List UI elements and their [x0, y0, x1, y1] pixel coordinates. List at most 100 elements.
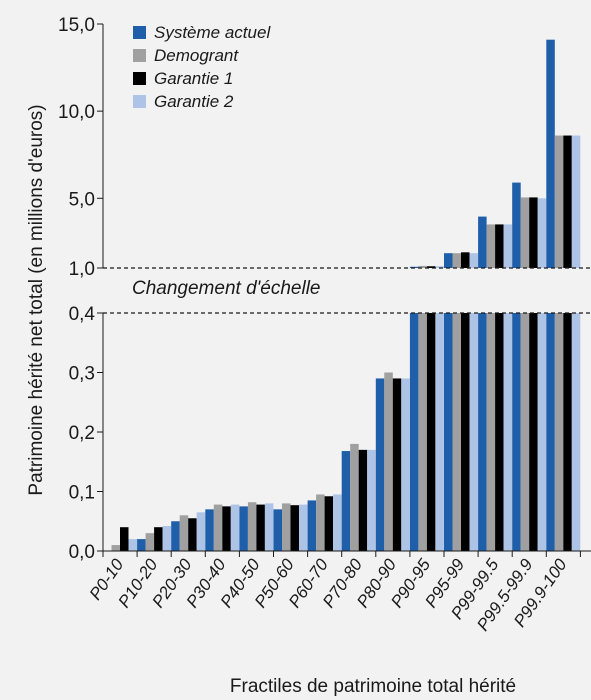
bar-lower: [384, 372, 393, 551]
bar-lower: [435, 313, 444, 551]
bar-upper: [546, 39, 555, 268]
bar-lower: [154, 527, 163, 551]
bar-upper: [512, 182, 521, 268]
legend-swatch: [133, 95, 146, 108]
bar-upper: [486, 224, 496, 268]
bar-upper: [503, 224, 513, 268]
bar-upper: [478, 216, 487, 268]
lower-tick-label: 0,0: [69, 542, 95, 563]
bar-lower: [341, 451, 351, 551]
bar-lower: [162, 526, 172, 551]
bar-lower: [179, 515, 189, 551]
bar-upper: [529, 197, 538, 268]
bar-lower: [213, 504, 223, 551]
bar-lower: [554, 313, 564, 551]
bar-upper: [435, 266, 444, 268]
bar-lower: [469, 313, 478, 551]
y-axis-title: Patrimoine hérité net total (en millions…: [26, 104, 47, 495]
bar-lower: [247, 502, 257, 551]
upper-tick-label: 5,0: [69, 189, 95, 210]
upper-y-ticks: 15,0 10,0 5,0 1,0: [58, 15, 103, 280]
bar-upper: [418, 265, 427, 268]
bar-lower: [461, 313, 470, 551]
x-category-labels: P0-10P10-20P20-30P30-40P40-50P50-60P60-7…: [86, 555, 571, 634]
bar-lower: [392, 378, 402, 551]
lower-y-ticks: 0,4 0,3 0,2 0,1 0,0: [69, 304, 103, 563]
bar-upper: [461, 252, 470, 268]
bar-lower: [282, 503, 291, 551]
lower-tick-label: 0,2: [69, 423, 95, 444]
bar-lower: [375, 378, 385, 551]
axes: [102, 24, 591, 557]
bar-lower: [205, 509, 214, 551]
bar-lower: [120, 527, 129, 551]
bar-lower: [571, 313, 581, 551]
bar-upper: [520, 197, 530, 268]
legend-swatch: [133, 26, 146, 39]
scale-break-label: Changement d'échelle: [132, 278, 320, 299]
upper-tick-label: 10,0: [58, 102, 95, 123]
bar-lower: [520, 313, 530, 551]
bar-lower: [512, 313, 521, 551]
bar-lower: [401, 378, 410, 551]
lower-tick-label: 0,4: [69, 304, 96, 325]
legend-label: Système actuel: [154, 23, 271, 42]
bar-lower: [350, 443, 359, 551]
lower-tick-label: 0,3: [69, 364, 95, 385]
bar-lower: [230, 504, 240, 551]
bar-upper: [554, 135, 564, 268]
bar-lower: [418, 313, 427, 551]
bar-upper: [469, 253, 478, 268]
bar-lower: [478, 313, 487, 551]
bar-upper: [537, 198, 547, 268]
bar-lower: [546, 313, 555, 551]
bar-lower: [307, 500, 317, 551]
bar-lower: [290, 505, 299, 551]
bar-lower: [495, 313, 504, 551]
bar-lower: [111, 545, 120, 551]
bar-lower: [358, 449, 368, 551]
bar-lower: [188, 518, 197, 551]
bar-lower: [444, 313, 453, 551]
bar-upper: [452, 253, 461, 268]
bar-lower: [171, 521, 180, 551]
bar-lower: [503, 313, 513, 551]
bar-lower: [256, 504, 265, 551]
bar-lower: [222, 506, 231, 551]
bar-lower: [537, 313, 547, 551]
bar-lower: [367, 449, 376, 551]
legend-label: Demogrant: [154, 46, 239, 65]
bar-upper: [495, 224, 504, 268]
bar-upper: [409, 266, 419, 268]
bar-lower: [486, 313, 496, 551]
bar-lower: [409, 313, 419, 551]
bar-lower: [128, 539, 137, 551]
bar-lower: [239, 506, 248, 551]
legend: Système actuel Demogrant Garantie 1 Garanti…: [133, 23, 271, 111]
bar-lower: [529, 313, 538, 551]
bar-upper: [444, 253, 453, 268]
bar-lower: [333, 494, 342, 551]
bar-lower: [324, 496, 334, 551]
bar-upper: [426, 266, 436, 268]
bar-lower: [452, 313, 461, 551]
upper-tick-label: 1,0: [69, 259, 95, 280]
bar-upper: [571, 135, 581, 268]
bars: [111, 39, 581, 551]
legend-label: Garantie 2: [154, 92, 234, 111]
legend-swatch: [133, 49, 146, 62]
bar-lower: [316, 494, 325, 551]
upper-tick-label: 15,0: [58, 15, 95, 36]
bar-lower: [137, 539, 146, 551]
bar-lower: [196, 512, 206, 551]
legend-label: Garantie 1: [154, 69, 233, 88]
bar-upper: [563, 135, 572, 268]
bar-lower: [563, 313, 572, 551]
bar-lower: [264, 503, 274, 551]
bar-lower: [273, 509, 282, 551]
bar-lower: [299, 504, 308, 551]
bar-lower: [145, 533, 155, 551]
bar-lower: [426, 313, 436, 551]
x-axis-title: Fractiles de patrimoine total hérité: [230, 676, 516, 697]
